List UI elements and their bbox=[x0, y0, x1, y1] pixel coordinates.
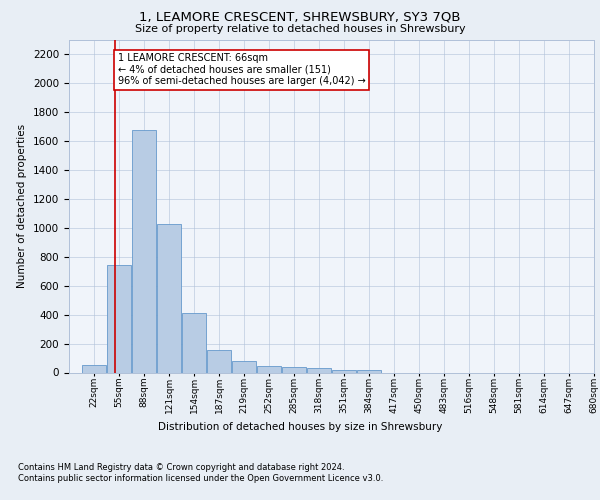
Text: 1 LEAMORE CRESCENT: 66sqm
← 4% of detached houses are smaller (151)
96% of semi-: 1 LEAMORE CRESCENT: 66sqm ← 4% of detach… bbox=[118, 53, 365, 86]
Bar bbox=[107, 265, 131, 372]
Bar bbox=[357, 370, 381, 372]
Bar bbox=[307, 368, 331, 372]
Bar bbox=[332, 370, 356, 372]
Bar bbox=[207, 350, 231, 372]
Text: Contains public sector information licensed under the Open Government Licence v3: Contains public sector information licen… bbox=[18, 474, 383, 483]
Text: Size of property relative to detached houses in Shrewsbury: Size of property relative to detached ho… bbox=[134, 24, 466, 34]
Bar bbox=[182, 312, 206, 372]
Bar bbox=[132, 130, 156, 372]
Bar bbox=[257, 366, 281, 372]
Bar bbox=[157, 224, 181, 372]
Y-axis label: Number of detached properties: Number of detached properties bbox=[17, 124, 28, 288]
Bar bbox=[232, 361, 256, 372]
Text: Contains HM Land Registry data © Crown copyright and database right 2024.: Contains HM Land Registry data © Crown c… bbox=[18, 462, 344, 471]
Bar bbox=[282, 366, 306, 372]
Text: 1, LEAMORE CRESCENT, SHREWSBURY, SY3 7QB: 1, LEAMORE CRESCENT, SHREWSBURY, SY3 7QB bbox=[139, 11, 461, 24]
Bar bbox=[82, 364, 106, 372]
Text: Distribution of detached houses by size in Shrewsbury: Distribution of detached houses by size … bbox=[158, 422, 442, 432]
